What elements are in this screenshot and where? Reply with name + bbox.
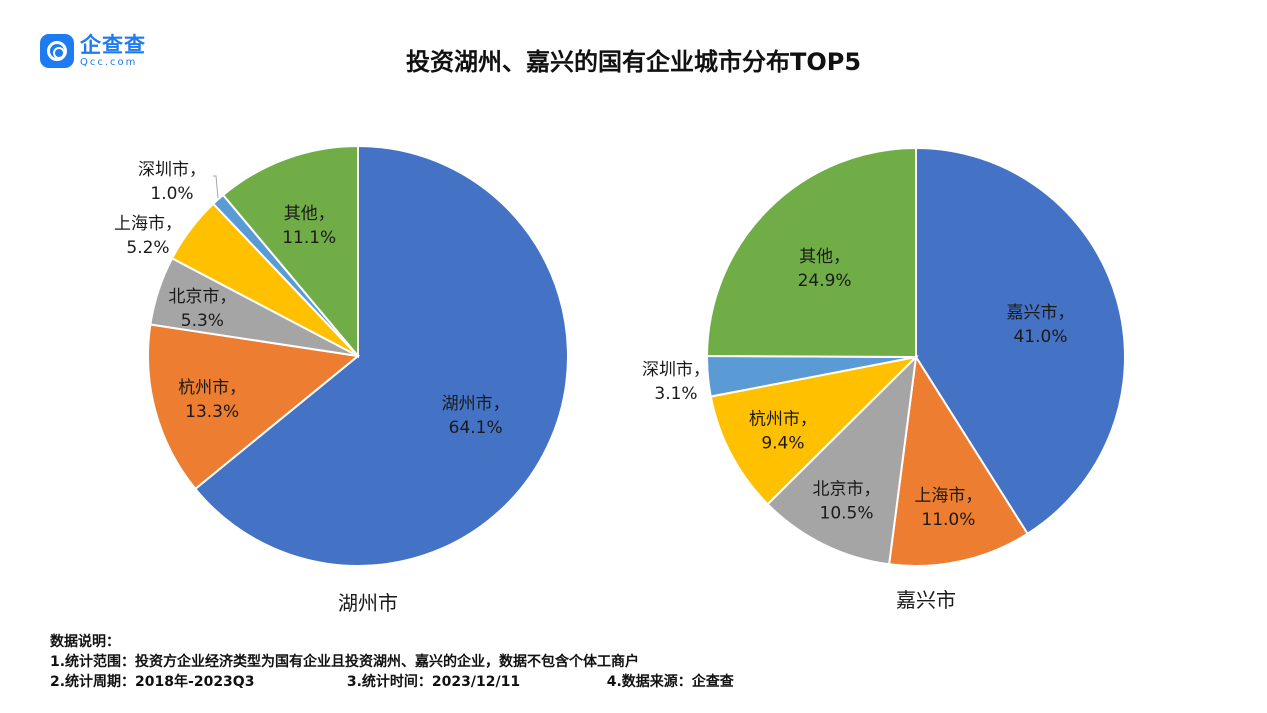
slice-label: 杭州市， xyxy=(749,409,817,429)
pie-slice-湖州市 xyxy=(193,144,569,567)
leader-line xyxy=(213,175,219,199)
slice-value: 64.1% xyxy=(449,418,503,438)
notes-heading: 数据说明： xyxy=(50,634,120,650)
slice-label: 其他， xyxy=(284,204,335,224)
slice-value: 1.0% xyxy=(150,184,193,204)
slice-label: 其他， xyxy=(799,247,850,267)
notes-period: 2.统计周期：2018年-2023Q3 xyxy=(50,674,255,690)
pie-slice-杭州市 xyxy=(147,323,361,491)
slice-value: 41.0% xyxy=(1013,327,1067,347)
pie-title: 嘉兴市 xyxy=(896,588,956,612)
pie-slice-嘉兴市 xyxy=(915,146,1126,536)
slice-label: 北京市， xyxy=(168,287,236,307)
slice-label: 嘉兴市， xyxy=(1006,303,1074,323)
slice-label: 深圳市， xyxy=(138,160,206,180)
slice-label: 上海市， xyxy=(914,486,982,506)
slice-label: 上海市， xyxy=(114,214,182,234)
notes-line1: 1.统计范围：投资方企业经济类型为国有企业且投资湖州、嘉兴的企业，数据不包含个体… xyxy=(50,654,640,670)
slice-value: 10.5% xyxy=(820,504,874,524)
pie-slice-北京市 xyxy=(766,354,918,566)
pie-slice-杭州市 xyxy=(709,355,920,506)
data-notes: 数据说明： 1.统计范围：投资方企业经济类型为国有企业且投资湖州、嘉兴的企业，数… xyxy=(50,632,734,692)
pie-title: 湖州市 xyxy=(338,591,398,615)
pie-slice-其他 xyxy=(221,144,359,359)
slice-label: 湖州市， xyxy=(442,394,510,414)
slice-value: 24.9% xyxy=(798,271,852,291)
pie-slice-其他 xyxy=(705,146,917,359)
slice-value: 11.0% xyxy=(921,510,975,530)
slice-value: 13.3% xyxy=(185,402,239,422)
qcc-logo: 企查查 Qcc.com xyxy=(40,34,146,68)
slice-value: 9.4% xyxy=(761,433,804,453)
slice-value: 5.2% xyxy=(126,238,169,258)
slice-value: 3.1% xyxy=(654,384,697,404)
logo-sub: Qcc.com xyxy=(80,56,138,68)
pie-chart-1: 湖州市， 64.1% 杭州市， 13.3% 北京市， 5.3% 上海市， 5.2% 深圳市， 1.… xyxy=(114,144,569,615)
slice-label: 北京市， xyxy=(813,480,881,500)
notes-time: 3.统计时间：2023/12/11 xyxy=(346,674,521,690)
pie-slice-上海市 xyxy=(888,354,1029,567)
page-title: 投资湖州、嘉兴的国有企业城市分布TOP5 xyxy=(405,48,862,76)
qcc-logo-icon xyxy=(40,34,74,68)
slice-value: 5.3% xyxy=(181,311,224,331)
slice-label: 杭州市， xyxy=(178,378,246,398)
logo-name: 企查查 xyxy=(80,32,146,57)
pie-chart-2: 嘉兴市， 41.0% 上海市， 11.0% 北京市， 10.5% 杭州市， 9.4% 深圳市， 3… xyxy=(642,146,1126,612)
slice-value: 11.1% xyxy=(282,228,336,248)
notes-source: 4.数据来源：企查查 xyxy=(606,674,734,690)
slice-label: 深圳市， xyxy=(642,360,710,380)
